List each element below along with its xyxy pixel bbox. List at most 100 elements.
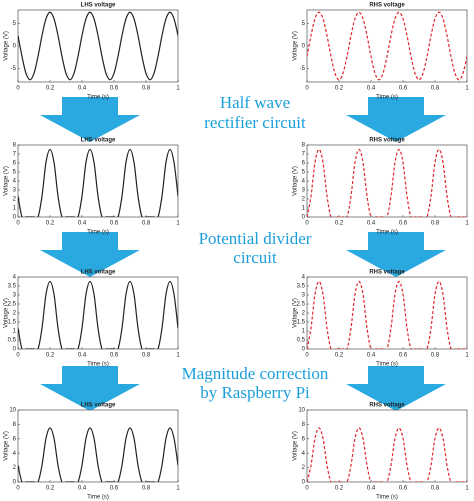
x-tick-label: 0.8 (431, 86, 440, 92)
y-tick-label: 2 (13, 465, 17, 471)
y-tick-label: 3 (13, 188, 17, 194)
y-tick-label: 4 (302, 275, 306, 281)
step-label: Potential divider (199, 229, 312, 248)
y-tick-label: 2 (302, 197, 306, 203)
y-tick-label: 4 (302, 451, 306, 457)
x-tick-label: 0.4 (367, 221, 376, 227)
x-tick-label: 0.6 (399, 486, 408, 492)
y-tick-label: 1 (302, 206, 306, 212)
y-tick-label: 2 (302, 465, 306, 471)
x-tick-label: 0 (305, 86, 309, 92)
x-tick-label: 0.6 (399, 353, 408, 359)
x-tick-label: 0.4 (367, 353, 376, 359)
y-tick-label: -5 (300, 66, 306, 72)
y-axis-label: Voltage (V) (4, 31, 10, 61)
y-tick-label: 10 (9, 408, 16, 414)
y-tick-label: 8 (13, 143, 17, 149)
chart-title: LHS voltage (81, 138, 116, 144)
y-tick-label: 3.5 (297, 284, 306, 290)
y-tick-label: 10 (298, 408, 305, 414)
y-tick-label: 7 (13, 152, 17, 158)
step-label: Magnitude correction (182, 364, 329, 383)
x-tick-label: 0.2 (46, 221, 55, 227)
y-tick-label: 4 (302, 179, 306, 185)
x-tick-label: 0.6 (110, 221, 119, 227)
y-tick-label: 1 (13, 329, 17, 335)
x-tick-label: 0.2 (46, 353, 55, 359)
y-tick-label: 0 (13, 44, 17, 50)
x-tick-label: 0 (16, 86, 20, 92)
x-tick-label: 0.4 (367, 86, 376, 92)
x-tick-label: 1 (176, 221, 180, 227)
chart-title: LHS voltage (81, 403, 116, 409)
y-tick-label: 3 (302, 188, 306, 194)
chart-title: RHS voltage (369, 138, 405, 144)
plot-area (17, 276, 179, 350)
chart-title: LHS voltage (81, 270, 116, 276)
y-tick-label: 4 (13, 179, 17, 185)
y-axis-label: Voltage (V) (4, 166, 10, 196)
y-tick-label: 2.5 (297, 302, 306, 308)
x-tick-label: 0.4 (78, 221, 87, 227)
y-tick-label: 6 (13, 436, 17, 442)
x-axis-label: Time (s) (376, 362, 398, 368)
series-line (18, 280, 178, 349)
x-tick-label: 0 (305, 353, 309, 359)
x-tick-label: 0.2 (335, 86, 344, 92)
flow-arrow (346, 366, 446, 411)
x-tick-label: 0.8 (142, 353, 151, 359)
x-tick-label: 0.6 (110, 486, 119, 492)
x-tick-label: 0 (16, 353, 20, 359)
y-axis-label: Voltage (V) (4, 298, 10, 328)
y-tick-label: 4 (13, 275, 17, 281)
x-tick-label: 1 (176, 86, 180, 92)
y-tick-label: 0 (302, 215, 306, 221)
plot-area (306, 409, 468, 483)
y-tick-label: 5 (302, 21, 306, 27)
y-tick-label: 4 (13, 451, 17, 457)
y-axis-label: Voltage (V) (293, 298, 299, 328)
x-tick-label: 0.2 (335, 486, 344, 492)
y-tick-label: 5 (13, 21, 17, 27)
step-label: circuit (233, 248, 277, 267)
x-tick-label: 0.2 (46, 86, 55, 92)
x-tick-label: 0.8 (431, 221, 440, 227)
x-tick-label: 1 (465, 221, 469, 227)
y-tick-label: 0.5 (297, 338, 306, 344)
x-tick-label: 0 (305, 221, 309, 227)
flow-arrow (346, 97, 446, 142)
x-tick-label: 0.6 (399, 86, 408, 92)
x-tick-label: 1 (465, 86, 469, 92)
y-tick-label: 7 (302, 152, 306, 158)
y-tick-label: 8 (302, 422, 306, 428)
y-tick-label: 0 (13, 347, 17, 353)
y-tick-label: 2.5 (8, 302, 17, 308)
y-tick-label: 0 (302, 44, 306, 50)
x-tick-label: 0.4 (78, 353, 87, 359)
plot-area (306, 9, 468, 83)
x-tick-label: 0.6 (110, 86, 119, 92)
y-tick-label: 6 (302, 161, 306, 167)
series-line (18, 11, 178, 81)
plot-area (17, 409, 179, 483)
y-axis-label: Voltage (V) (293, 166, 299, 196)
x-tick-label: 0.4 (367, 486, 376, 492)
x-tick-label: 0.4 (78, 486, 87, 492)
x-axis-label: Time (s) (87, 230, 109, 236)
y-tick-label: 1.5 (8, 320, 17, 326)
flow-arrow (346, 232, 446, 277)
plot-area (17, 144, 179, 218)
y-tick-label: 5 (13, 170, 17, 176)
step-label: Half wave (220, 93, 290, 112)
x-tick-label: 0.8 (431, 486, 440, 492)
